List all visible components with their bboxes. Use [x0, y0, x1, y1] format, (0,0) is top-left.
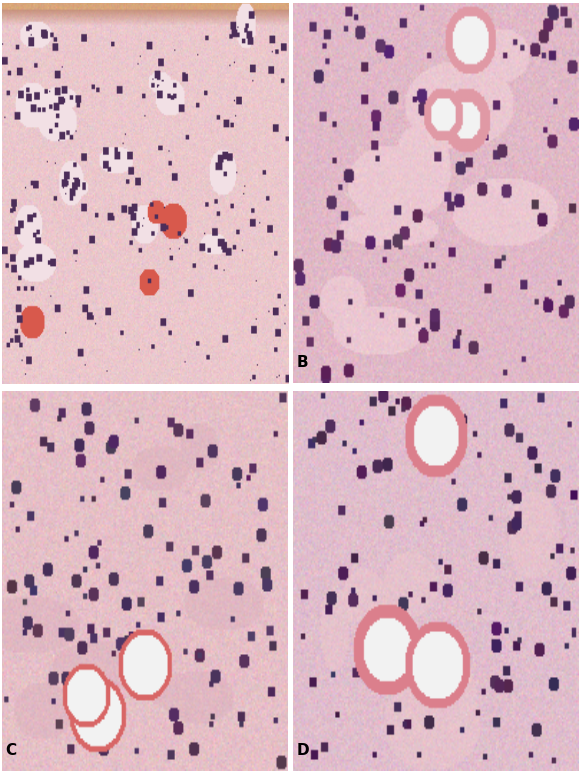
Text: C: C: [5, 743, 16, 758]
Text: D: D: [296, 743, 309, 758]
Text: B: B: [296, 356, 308, 370]
